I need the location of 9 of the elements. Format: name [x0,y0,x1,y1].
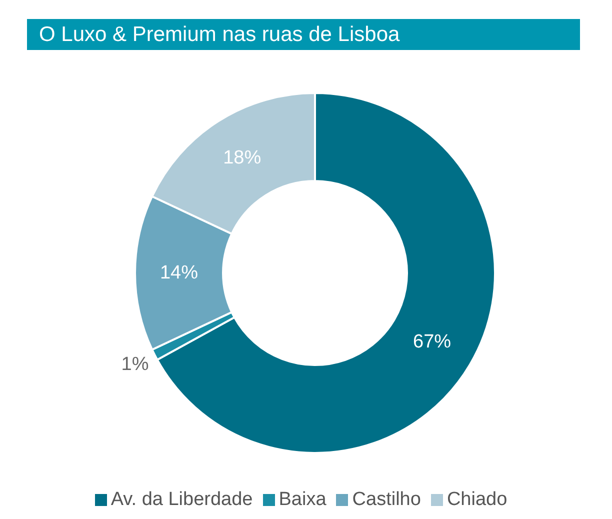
legend-label: Chiado [446,489,508,510]
data-label: 18% [223,148,262,169]
legend-label: Baixa [278,489,326,510]
chart-title: O Luxo & Premium nas ruas de Lisboa [27,19,580,50]
data-label: 1% [121,354,149,376]
legend-label: Av. da Liberdade [110,489,253,510]
data-label: 14% [160,262,198,284]
legend-label: Castilho [352,489,421,510]
data-label: 67% [413,332,452,353]
